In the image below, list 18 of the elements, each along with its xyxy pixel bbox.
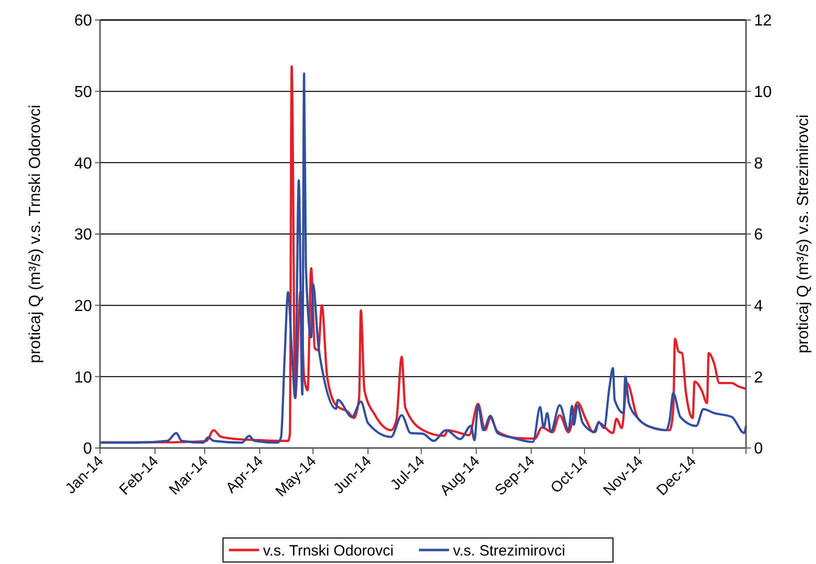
y-tick-label: 50	[74, 84, 92, 101]
legend-label: v.s. Trnski Odorovci	[263, 542, 394, 560]
y2-tick-label: 2	[754, 369, 763, 386]
y-tick-label: 0	[83, 440, 92, 458]
y-tick-label: 60	[74, 12, 92, 30]
y2-tick-label: 0	[754, 440, 763, 458]
y2-tick-label: 10	[754, 84, 772, 101]
y2-tick-label: 4	[754, 298, 763, 315]
y-tick-label: 10	[74, 369, 92, 386]
y2-tick-label: 12	[754, 12, 772, 30]
y-axis-title: proticaj Q (m³/s) v.s. Trnski Odorovci	[27, 104, 44, 364]
y2-tick-label: 8	[754, 155, 763, 172]
y-tick-label: 40	[74, 155, 92, 172]
y2-tick-label: 6	[754, 226, 763, 244]
y-tick-label: 20	[74, 298, 92, 315]
y2-axis-title: proticaj Q (m³/s) v.s. Strezimirovci	[795, 114, 812, 354]
y-tick-label: 30	[74, 226, 92, 244]
legend-label: v.s. Strezimirovci	[453, 542, 566, 560]
